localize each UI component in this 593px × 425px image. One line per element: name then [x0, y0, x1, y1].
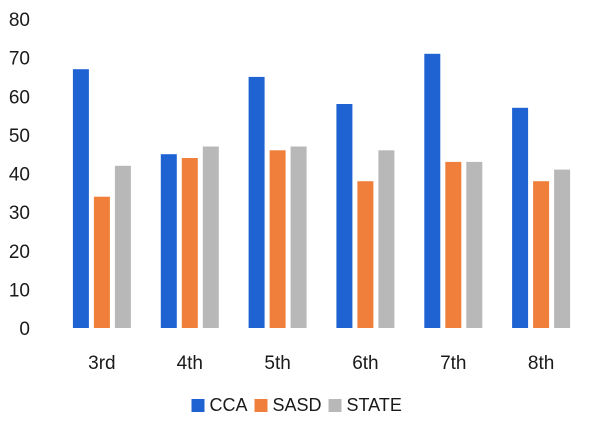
x-tick-label: 3rd — [88, 353, 115, 374]
legend-label: SASD — [273, 395, 322, 415]
bar-cca-3rd — [72, 69, 89, 328]
x-tick-label: 5th — [264, 353, 290, 374]
bar-state-3rd — [114, 165, 131, 328]
legend-swatch — [328, 399, 342, 412]
bar-cca-4th — [160, 154, 177, 328]
y-tick-label: 70 — [9, 49, 30, 70]
bar-sasd-7th — [445, 161, 462, 328]
chart-legend: CCA SASD STATE — [191, 395, 402, 415]
bar-state-4th — [202, 146, 219, 328]
y-tick-label: 0 — [19, 319, 30, 340]
legend-item-sasd: SASD — [254, 395, 322, 415]
bar-sasd-8th — [533, 181, 550, 328]
bar-cca-8th — [512, 107, 529, 328]
bar-cca-5th — [248, 76, 265, 329]
bar-state-5th — [290, 146, 307, 328]
y-tick-label: 60 — [9, 87, 30, 108]
y-tick-label: 40 — [9, 165, 30, 186]
y-tick-label: 20 — [9, 242, 30, 263]
x-axis-tick-labels: 3rd 4th 5th 6th 7th 8th — [88, 353, 554, 374]
legend-label: STATE — [347, 395, 402, 415]
legend-label: CCA — [210, 395, 248, 415]
bar-cca-7th — [424, 53, 441, 329]
legend-swatch — [191, 399, 205, 412]
bar-cca-6th — [336, 104, 353, 328]
x-tick-label: 8th — [528, 353, 554, 374]
y-tick-label: 30 — [9, 203, 30, 224]
bar-state-8th — [554, 169, 571, 328]
bar-state-7th — [466, 161, 483, 328]
y-tick-label: 10 — [9, 280, 30, 301]
y-axis-tick-labels: 0 10 20 30 40 50 60 70 80 — [9, 10, 30, 340]
y-tick-label: 80 — [9, 10, 30, 31]
x-tick-label: 4th — [177, 353, 203, 374]
bar-sasd-5th — [269, 150, 286, 328]
legend-item-state: STATE — [328, 395, 402, 415]
x-tick-label: 6th — [352, 353, 378, 374]
y-tick-label: 50 — [9, 126, 30, 147]
legend-item-cca: CCA — [191, 395, 248, 415]
bars-layer — [72, 53, 571, 329]
bar-sasd-6th — [357, 181, 374, 328]
x-tick-label: 7th — [440, 353, 466, 374]
bar-sasd-3rd — [93, 196, 110, 328]
legend-swatch — [254, 399, 268, 412]
bar-sasd-4th — [181, 158, 198, 328]
bar-state-6th — [378, 150, 395, 328]
